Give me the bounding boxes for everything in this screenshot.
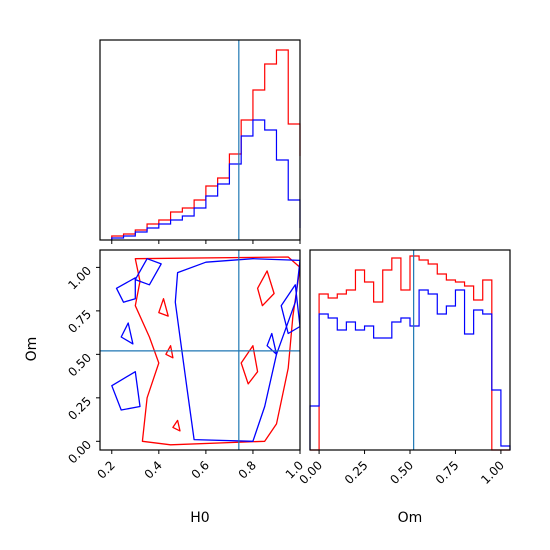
contour-series-2-level-2 [115, 277, 136, 303]
contour-series-2-level-4 [280, 284, 300, 335]
joint-x-tick-label-3: 0.6 [189, 458, 212, 481]
joint-x-tick-label-4: 0.8 [236, 458, 259, 481]
contour-series-1-level-4 [165, 345, 174, 359]
joint-y-tick-label-5: 1.00 [65, 264, 94, 293]
contour-series-1-level-2 [256, 270, 275, 307]
joint-y-tick-label-2: 0.25 [65, 394, 94, 423]
joint-y-tick-label-1: 0.00 [65, 438, 94, 467]
joint-y-tick-label-4: 0.75 [65, 307, 94, 336]
om-x-tick-label-5: 1.00 [478, 458, 507, 487]
h0-hist-series-2 [111, 119, 301, 240]
x-axis-label-om: Om [398, 510, 423, 526]
om-marginal-panel: 0.00 0.25 0.50 0.75 1.00 [296, 249, 511, 487]
om-x-tick-label-2: 0.25 [342, 458, 371, 487]
joint-frame [99, 249, 301, 451]
contour-series-1-level-6 [172, 419, 181, 432]
joint-x-tick-label-1: 0.2 [94, 458, 117, 481]
om-x-tick-label-3: 0.50 [387, 458, 416, 487]
h0-hist-series-1 [111, 49, 301, 240]
om-x-tick-label-1: 0.00 [296, 458, 325, 487]
h0-marginal-frame [99, 39, 301, 241]
joint-x-tick-label-2: 0.4 [142, 458, 165, 481]
x-axis-label-h0: H0 [190, 510, 209, 526]
joint-plot-area [100, 250, 300, 450]
contour-series-1-level-3 [158, 298, 169, 317]
contour-series-2-level-3 [134, 258, 162, 286]
contour-series-2-level-6 [120, 322, 134, 345]
contour-series-2-level-5 [111, 371, 141, 411]
contour-series-2-level-1 [174, 258, 300, 442]
h0-marginal-panel [99, 39, 301, 244]
om-x-tick-label-4: 0.75 [433, 458, 462, 487]
joint-y-tick-label-3: 0.50 [65, 351, 94, 380]
om-hist-series-1 [310, 255, 510, 451]
y-axis-label-om: Om [24, 337, 40, 362]
h0-om-joint-panel: 0.2 0.4 0.6 0.8 1.00.000.250.500.751.00 [65, 249, 306, 482]
om-hist-series-2 [309, 289, 511, 450]
contour-series-2-level-7 [266, 332, 278, 355]
